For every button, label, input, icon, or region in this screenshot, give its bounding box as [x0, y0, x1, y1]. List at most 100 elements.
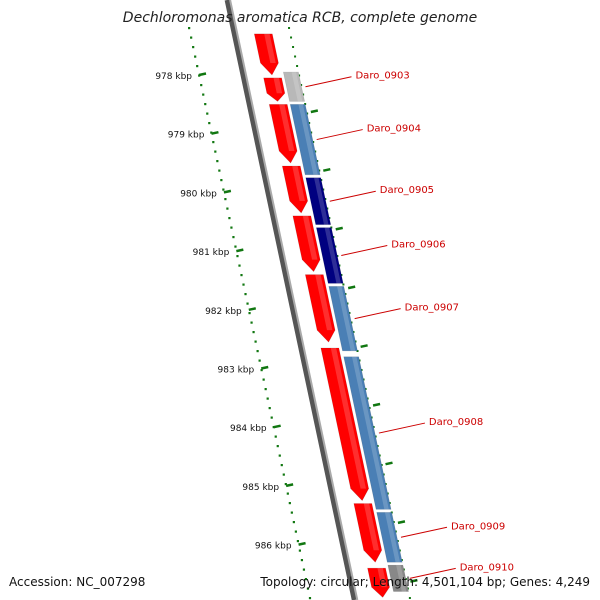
- reverse-gene-block: [367, 567, 390, 598]
- scale-dot: [290, 511, 293, 514]
- scale-dot: [208, 122, 211, 125]
- track-edge-dot: [336, 255, 339, 257]
- scale-dot: [220, 179, 223, 182]
- gene-label-daro_0909[interactable]: Daro_0909: [451, 521, 505, 532]
- track-edge-dot: [352, 331, 355, 333]
- scale-dot: [196, 65, 199, 68]
- gene-label-leader: [400, 526, 448, 538]
- scale-dot: [266, 397, 269, 400]
- gene-label-daro_0907[interactable]: Daro_0907: [405, 303, 459, 314]
- scale-tick-label: 986 kbp: [255, 542, 292, 552]
- track-edge-tick: [372, 402, 381, 407]
- scale-dot: [204, 103, 207, 106]
- footer-accession: Accession: NC_007298: [9, 575, 146, 589]
- track-edge-dot: [320, 179, 323, 181]
- track-edge-dot: [376, 445, 379, 447]
- reverse-gene-block: [292, 215, 321, 273]
- gene-block-daro_0908: [343, 356, 392, 510]
- reverse-strand-genes: [253, 33, 390, 598]
- gene-label-daro_0903[interactable]: Daro_0903: [355, 71, 409, 82]
- track-edge-dot: [294, 55, 297, 58]
- gene-label-leader: [329, 190, 376, 202]
- track-edge-tick: [347, 285, 356, 290]
- scale-tick-label: 978 kbp: [155, 72, 192, 82]
- scale-dot: [260, 369, 263, 372]
- scale-dot: [200, 84, 203, 87]
- gene-label-leader: [341, 245, 388, 256]
- scale-dot: [224, 198, 227, 201]
- scale-dot: [248, 312, 251, 315]
- track-edge-dot: [288, 27, 291, 29]
- scale-dot: [238, 264, 241, 267]
- track-edge-dot: [328, 217, 331, 219]
- backbone-highlight: [229, 0, 359, 600]
- footer-topology: Topology: circular; Length: 4,501,104 bp…: [260, 575, 590, 589]
- scale-dot: [296, 540, 299, 543]
- gene-block-daro_0907: [328, 286, 358, 352]
- track-edge-tick: [310, 109, 319, 114]
- scale-dot: [194, 55, 197, 58]
- gene-label-leader: [354, 308, 401, 320]
- scale-tick: [223, 189, 232, 194]
- track-edge-tick: [323, 167, 331, 172]
- scale-tick-label: 979 kbp: [168, 131, 205, 141]
- gene-block-daro_0909: [376, 512, 403, 563]
- scale-dot: [282, 473, 285, 476]
- scale-dot: [212, 141, 215, 144]
- gene-block-daro_0903: [283, 71, 305, 102]
- scale-dot: [304, 578, 308, 581]
- scale-tick: [236, 248, 244, 253]
- scale-dot: [254, 340, 257, 343]
- track-edge-tick: [385, 461, 393, 466]
- scale-dotted-line: [188, 27, 411, 600]
- reverse-gene-block: [281, 165, 309, 214]
- track-edge-dot: [334, 245, 337, 248]
- scale-tick-label: 980 kbp: [180, 189, 217, 199]
- scale-dot: [292, 521, 295, 524]
- scale-dot: [206, 112, 209, 115]
- track-edge-dot: [342, 283, 345, 286]
- scale-dot: [234, 245, 237, 248]
- scale-dot: [284, 483, 287, 486]
- scale-dot: [252, 331, 255, 334]
- gene-label-daro_0908[interactable]: Daro_0908: [429, 417, 483, 428]
- track-edge-dot: [350, 321, 353, 324]
- track-edge-dot: [394, 530, 397, 533]
- gene-label-leader: [316, 129, 363, 141]
- scale-ticks: 978 kbp 979 kbp 980 kbp 981 kbp 982 kbp 983 k…: [155, 72, 418, 583]
- reverse-gene-block: [268, 104, 298, 164]
- track-edge-dot: [408, 597, 411, 599]
- scale-tick: [198, 72, 207, 77]
- track-edge-tick: [410, 578, 418, 583]
- scale-dot: [262, 378, 265, 381]
- reverse-gene-block: [304, 274, 336, 343]
- scale-dot: [242, 283, 245, 286]
- track-edge-dot: [402, 568, 405, 571]
- scale-tick-label: 985 kbp: [242, 483, 279, 493]
- scale-tick-label: 982 kbp: [205, 307, 242, 317]
- track-edge-dot: [292, 46, 295, 48]
- gene-label-daro_0906[interactable]: Daro_0906: [391, 240, 445, 251]
- gene-label-daro_0910[interactable]: Daro_0910: [460, 562, 514, 573]
- track-edge-dot: [344, 293, 347, 295]
- scale-tick: [211, 130, 219, 135]
- reverse-gene-block: [263, 77, 286, 102]
- scale-dot: [218, 169, 221, 172]
- scale-dot: [278, 454, 281, 457]
- track-edge-dot: [312, 141, 315, 143]
- scale-dot: [294, 530, 297, 533]
- scale-tick: [285, 483, 294, 488]
- gene-block-daro_0910: [387, 564, 409, 592]
- gene-label-daro_0905[interactable]: Daro_0905: [380, 185, 434, 196]
- gene-block-daro_0905: [305, 177, 332, 225]
- scale-tick: [298, 541, 306, 546]
- track-edge-dot: [400, 559, 403, 561]
- scale-dot: [300, 559, 304, 562]
- forward-strand-genes: [283, 71, 409, 592]
- gene-block-daro_0904: [289, 104, 321, 176]
- gene-label-daro_0904[interactable]: Daro_0904: [367, 124, 421, 135]
- scale-dot: [270, 416, 273, 419]
- scale-tick-label: 984 kbp: [230, 424, 267, 434]
- reverse-gene-block: [320, 347, 369, 502]
